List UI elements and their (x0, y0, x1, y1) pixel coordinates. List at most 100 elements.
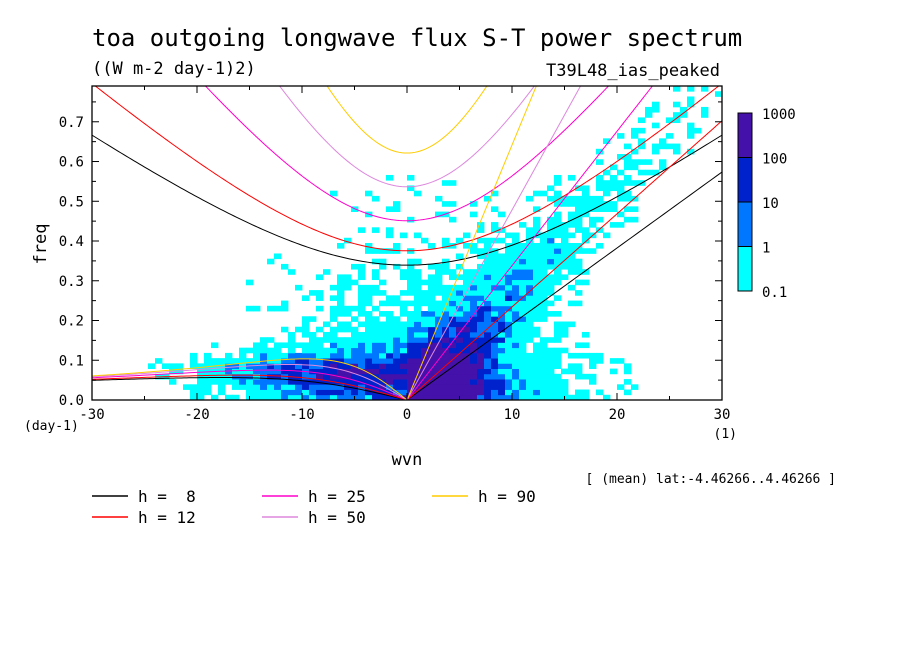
heatmap-cell-999 (526, 243, 534, 249)
heatmap-cell-270 (337, 284, 345, 291)
heatmap-cell-557 (428, 394, 436, 400)
heatmap-cell-50 (225, 363, 233, 369)
heatmap-cell-794 (484, 326, 492, 333)
heatmap-cell-113 (267, 337, 275, 343)
legend: h = 8 h = 12 h = 25 h = 50 h = 90 (92, 487, 536, 527)
heatmap-cell-1242 (603, 190, 611, 197)
heatmap-cell-902 (505, 269, 513, 275)
heatmap-cell-119 (274, 379, 282, 385)
heatmap-cell-1214 (589, 363, 597, 369)
heatmap-cell-856 (498, 347, 506, 354)
heatmap-cell-203 (316, 379, 324, 385)
heatmap-cell-269 (337, 290, 345, 296)
heatmap-cell-354 (365, 300, 373, 307)
heatmap-cell-227 (323, 337, 331, 343)
heatmap-cell-391 (379, 373, 387, 380)
heatmap-cell-1265 (617, 154, 625, 160)
heatmap-cell-409 (386, 394, 394, 400)
heatmap-cell-422 (386, 326, 394, 333)
heatmap-cell-371 (372, 347, 380, 354)
heatmap-cell-1010 (533, 363, 541, 369)
heatmap-cell-853 (498, 363, 506, 369)
heatmap-cell-1147 (561, 227, 569, 233)
heatmap-cell-809 (484, 248, 492, 254)
heatmap-cell-1040 (540, 384, 548, 390)
heatmap-cell-253 (337, 384, 345, 390)
heatmap-cell-92 (260, 389, 268, 396)
heatmap-cell-45 (218, 358, 226, 364)
heatmap-cell-389 (379, 384, 387, 390)
heatmap-cell-195 (309, 342, 317, 349)
heatmap-cell-1243 (603, 185, 611, 192)
heatmap-cell-959 (519, 300, 527, 307)
heatmap-cell-87 (253, 352, 261, 359)
heatmap-cell-298 (351, 373, 359, 380)
heatmap-cell-7 (169, 363, 177, 369)
heatmap-cell-1004 (533, 394, 541, 400)
heatmap-cell-906 (505, 248, 513, 254)
heatmap-cell-450 (393, 295, 401, 301)
heatmap-cell-1325 (687, 127, 695, 134)
heatmap-cell-23 (197, 363, 205, 369)
heatmap-cell-1153 (568, 363, 576, 369)
heatmap-cell-676 (456, 352, 464, 359)
heatmap-cell-97 (260, 363, 268, 369)
heatmap-cell-997 (526, 253, 534, 260)
y-tick-label: 0.0 (59, 393, 84, 409)
heatmap-cell-783 (484, 384, 492, 390)
heatmap-cell-1091 (547, 232, 555, 239)
gravity-curve-h50 (278, 86, 536, 188)
heatmap-cell-517 (414, 342, 422, 349)
heatmap-cell-690 (456, 274, 464, 281)
heatmap-cell-1125 (554, 201, 562, 207)
heatmap-cell-1053 (540, 300, 548, 307)
heatmap-cell-1333 (701, 86, 709, 92)
heatmap-cell-820 (491, 358, 499, 364)
heatmap-cell-46 (225, 394, 233, 400)
heatmap-cell-709 (463, 316, 471, 322)
heatmap-cell-1138 (561, 321, 569, 328)
heatmap-cell-869 (498, 279, 506, 286)
heatmap-cell-1256 (617, 384, 625, 390)
heatmap-cell-131 (281, 384, 289, 390)
heatmap-cell-266 (337, 305, 345, 312)
heatmap-cell-1194 (582, 394, 590, 400)
heatmap-cell-563 (428, 363, 436, 369)
heatmap-cell-1055 (540, 290, 548, 296)
x-tick-label: 0 (403, 407, 411, 423)
heatmap-cell-1234 (596, 180, 604, 186)
heatmap-cell-1002 (526, 227, 534, 233)
heatmap-cell-161 (295, 373, 303, 380)
heatmap-cell-376 (372, 321, 380, 328)
heatmap-cell-946 (519, 368, 527, 375)
heatmap-cell-443 (393, 342, 401, 349)
heatmap-cell-901 (505, 274, 513, 281)
heatmap-cell-158 (295, 389, 303, 396)
heatmap-cell-202 (316, 384, 324, 390)
heatmap-cell-665 (449, 216, 457, 223)
heatmap-cell-140 (281, 305, 289, 312)
heatmap-cell-730 (470, 347, 478, 354)
heatmap-cell-485 (407, 358, 415, 364)
heatmap-cell-1183 (575, 258, 583, 265)
heatmap-cell-224 (323, 358, 331, 364)
heatmap-cell-431 (386, 206, 394, 212)
heatmap-cell-896 (505, 300, 513, 307)
y-unit-label: (day-1) (24, 419, 79, 434)
heatmap-cell-47 (225, 379, 233, 385)
heatmap-cell-723 (470, 384, 478, 390)
heatmap-cell-424 (386, 316, 394, 322)
heatmap-cell-985 (526, 316, 534, 322)
heatmap-cell-427 (386, 295, 394, 301)
heatmap-cell-1327 (687, 101, 695, 108)
heatmap-cell-1019 (533, 305, 541, 312)
heatmap-cell-338 (365, 389, 373, 396)
footnote: [ (mean) lat:-4.46266..4.46266 ] (586, 472, 836, 487)
heatmap-cell-621 (442, 337, 450, 343)
heatmap-cell-978 (526, 363, 534, 369)
heatmap-cell-1148 (561, 222, 569, 228)
heatmap-cell-1003 (526, 195, 534, 202)
heatmap-cell-671 (456, 379, 464, 385)
heatmap-cell-252 (337, 389, 345, 396)
heatmap-cell-960 (519, 295, 527, 301)
